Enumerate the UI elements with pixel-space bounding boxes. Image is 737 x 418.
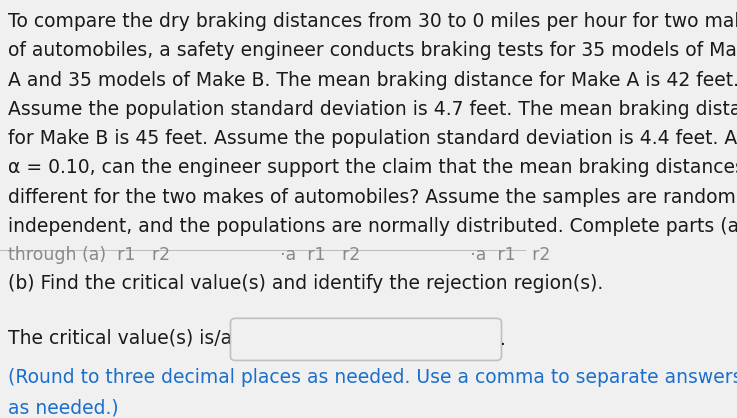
- Text: .: .: [500, 330, 506, 349]
- Text: of automobiles, a safety engineer conducts braking tests for 35 models of Make: of automobiles, a safety engineer conduc…: [8, 41, 737, 60]
- Text: To compare the dry braking distances from 30 to 0 miles per hour for two makes: To compare the dry braking distances fro…: [8, 12, 737, 31]
- Text: A and 35 models of Make B. The mean braking distance for Make A is 42 feet.: A and 35 models of Make B. The mean brak…: [8, 71, 737, 89]
- Text: different for the two makes of automobiles? Assume the samples are random and: different for the two makes of automobil…: [8, 188, 737, 206]
- Text: as needed.): as needed.): [8, 398, 119, 418]
- Text: Assume the population standard deviation is 4.7 feet. The mean braking distance: Assume the population standard deviation…: [8, 100, 737, 119]
- Text: The critical value(s) is/are: The critical value(s) is/are: [8, 329, 251, 347]
- Text: (b) Find the critical value(s) and identify the rejection region(s).: (b) Find the critical value(s) and ident…: [8, 274, 603, 293]
- Text: (Round to three decimal places as needed. Use a comma to separate answers: (Round to three decimal places as needed…: [8, 368, 737, 387]
- FancyBboxPatch shape: [231, 319, 501, 360]
- Text: through (a)  r1   r2                    ·a  r1   r2                    ·a  r1   : through (a) r1 r2 ·a r1 r2 ·a r1: [8, 246, 551, 264]
- Text: independent, and the populations are normally distributed. Complete parts (a): independent, and the populations are nor…: [8, 217, 737, 236]
- Text: for Make B is 45 feet. Assume the population standard deviation is 4.4 feet. At: for Make B is 45 feet. Assume the popula…: [8, 129, 737, 148]
- Text: α = 0.10, can the engineer support the claim that the mean braking distances are: α = 0.10, can the engineer support the c…: [8, 158, 737, 177]
